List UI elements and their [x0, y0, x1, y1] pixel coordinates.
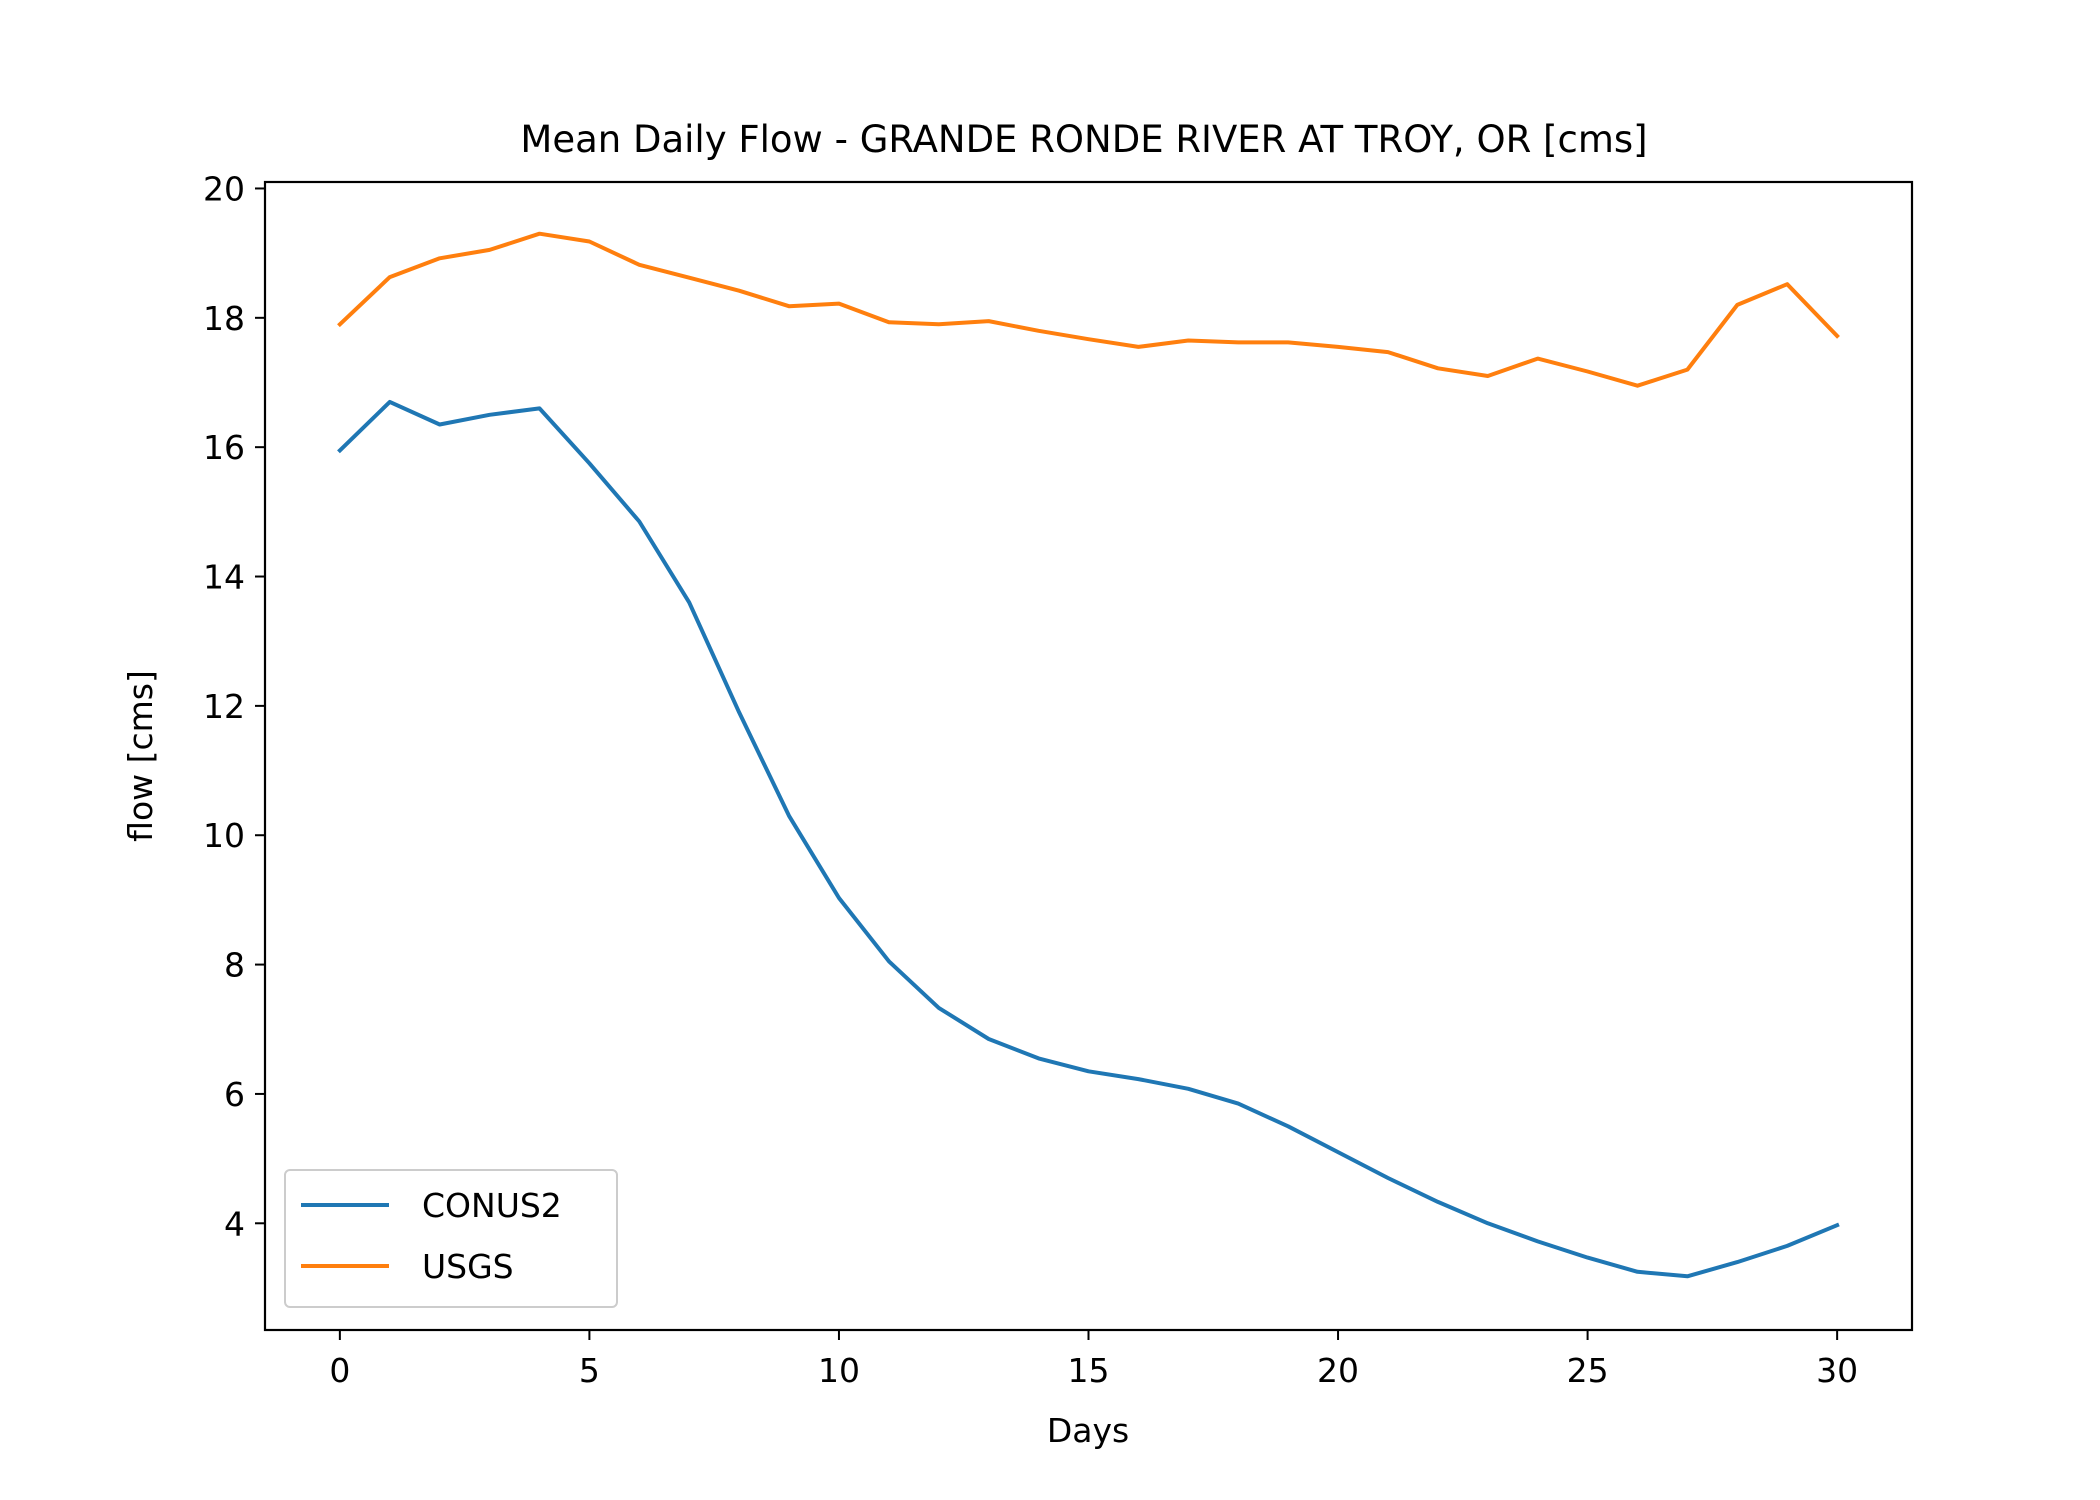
x-axis: 0 5 10 15 20 25 30 — [329, 1330, 1858, 1390]
chart-title: Mean Daily Flow - GRANDE RONDE RIVER AT … — [520, 118, 1647, 161]
x-tick-label: 20 — [1317, 1351, 1359, 1390]
y-tick-label: 10 — [203, 816, 245, 855]
series-layer — [337, 231, 1840, 1279]
y-axis-label: flow [cms] — [121, 670, 160, 842]
x-axis-label: Days — [1047, 1411, 1129, 1450]
x-tick-label: 15 — [1068, 1351, 1110, 1390]
series-line-usgs — [337, 231, 1840, 388]
y-tick-label: 14 — [203, 558, 245, 597]
plot-area: 0 5 10 15 20 25 30 4 6 8 10 12 14 16 18 20 — [203, 169, 1914, 1390]
y-tick-label: 16 — [203, 428, 245, 467]
y-tick-label: 18 — [203, 299, 245, 338]
y-tick-label: 4 — [224, 1204, 245, 1243]
series-line-conus2 — [337, 399, 1840, 1279]
x-tick-label: 5 — [579, 1351, 600, 1390]
legend-label-usgs: USGS — [422, 1247, 514, 1286]
y-tick-label: 6 — [224, 1075, 245, 1114]
legend: CONUS2 USGS — [284, 1169, 618, 1308]
x-tick-label: 30 — [1816, 1351, 1858, 1390]
y-tick-label: 20 — [203, 169, 245, 208]
x-tick-label: 0 — [329, 1351, 350, 1390]
y-axis: 4 6 8 10 12 14 16 18 20 — [203, 169, 265, 1243]
x-tick-label: 25 — [1567, 1351, 1609, 1390]
x-tick-label: 10 — [818, 1351, 860, 1390]
y-tick-label: 12 — [203, 687, 245, 726]
y-tick-label: 8 — [224, 946, 245, 985]
legend-label-conus2: CONUS2 — [422, 1186, 562, 1225]
